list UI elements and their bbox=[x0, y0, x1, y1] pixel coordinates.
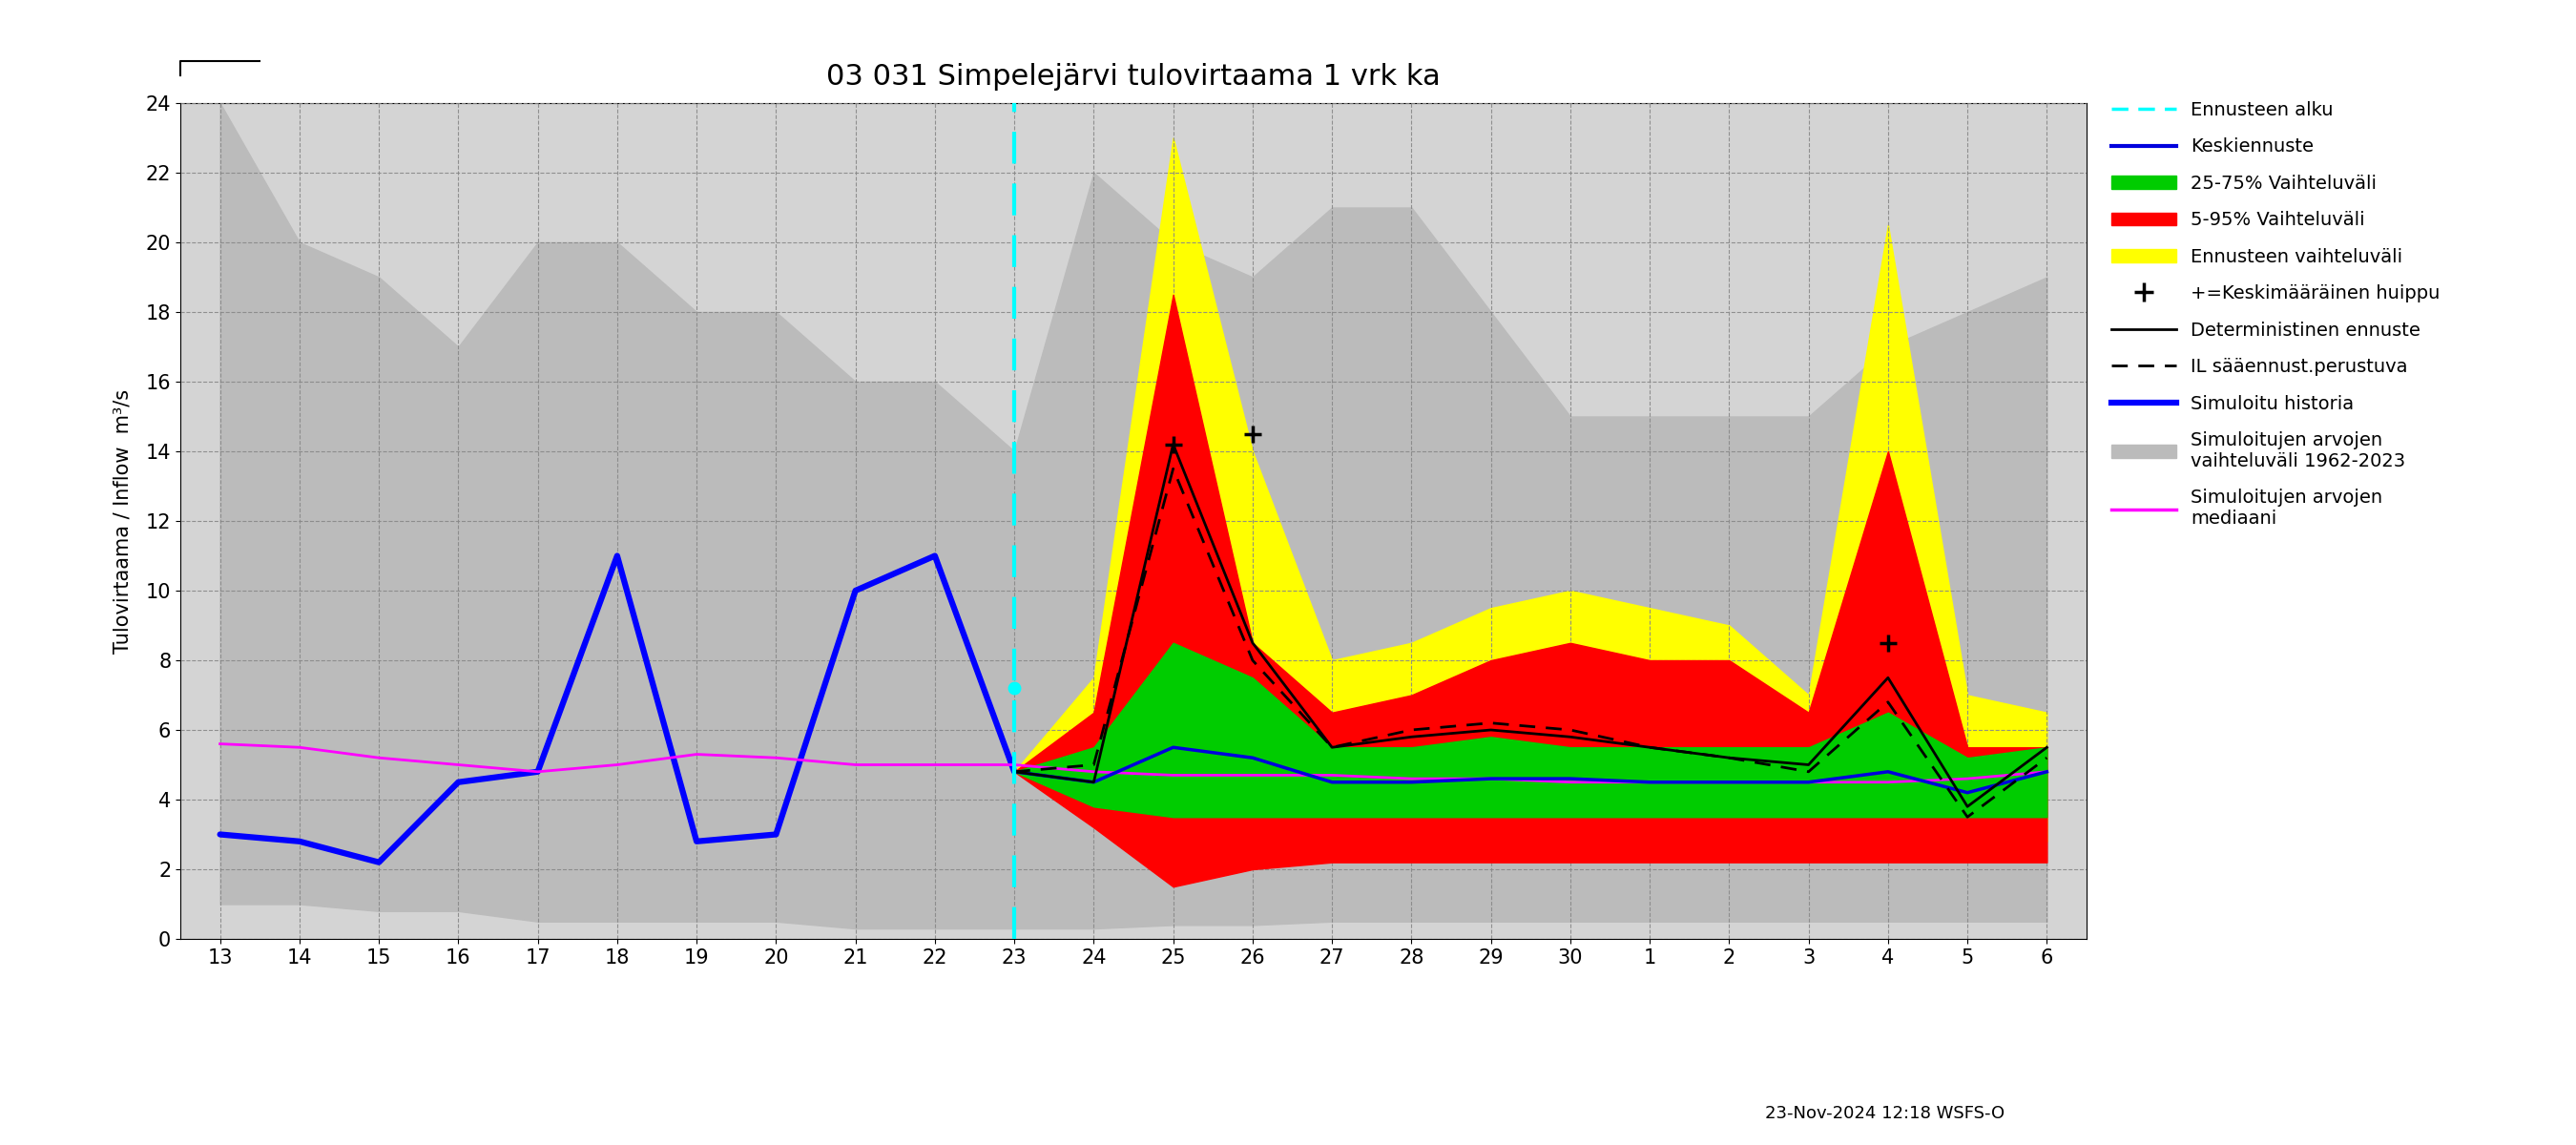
Y-axis label: Tulovirtaama / Inflow  m³/s: Tulovirtaama / Inflow m³/s bbox=[113, 389, 131, 653]
Legend: Ennusteen alku, Keskiennuste, 25-75% Vaihteluväli, 5-95% Vaihteluväli, Ennusteen: Ennusteen alku, Keskiennuste, 25-75% Vai… bbox=[2105, 96, 2445, 534]
Text: 23-Nov-2024 12:18 WSFS-O: 23-Nov-2024 12:18 WSFS-O bbox=[1765, 1105, 2004, 1122]
Title: 03 031 Simpelejärvi tulovirtaama 1 vrk ka: 03 031 Simpelejärvi tulovirtaama 1 vrk k… bbox=[827, 63, 1440, 90]
